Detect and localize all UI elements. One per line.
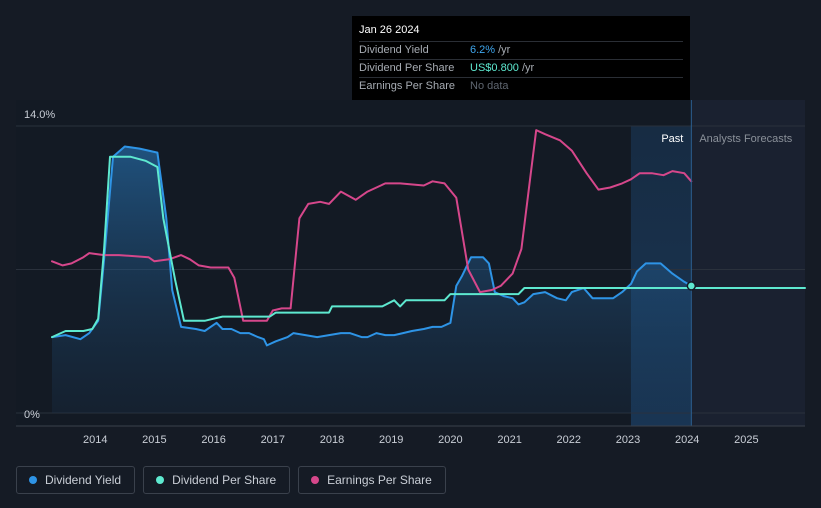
legend-item-dividend-per-share[interactable]: Dividend Per Share — [143, 466, 291, 494]
legend-label: Dividend Yield — [45, 473, 122, 487]
x-tick-label: 2016 — [201, 434, 225, 446]
x-tick-label: 2023 — [616, 434, 640, 446]
x-tick-label: 2019 — [379, 434, 403, 446]
tooltip-label: Dividend Yield — [359, 44, 429, 56]
tooltip-row-earnings-per-share: Earnings Per Share No data — [359, 78, 683, 95]
forecast-region — [691, 100, 805, 426]
forecast-label: Analysts Forecasts — [699, 133, 792, 145]
x-tick-label: 2017 — [261, 434, 285, 446]
current-value-marker — [686, 281, 697, 291]
legend-dot-icon — [29, 476, 37, 484]
hover-tooltip: Jan 26 2024 Dividend Yield 6.2% /yr Divi… — [352, 16, 690, 100]
tooltip-value: 6.2% — [470, 44, 496, 56]
legend-label: Dividend Per Share — [172, 473, 277, 487]
legend-dot-icon — [311, 476, 320, 484]
tooltip-date: Jan 26 2024 — [359, 22, 683, 42]
tooltip-label: Dividend Per Share — [359, 62, 455, 74]
series-line-earnings-per-share — [51, 129, 693, 322]
x-tick-label: 2021 — [497, 434, 521, 446]
x-tick-label: 2014 — [83, 434, 107, 446]
tooltip-unit: /yr — [498, 44, 511, 56]
series-area-dividend-yield — [52, 146, 692, 413]
tooltip-value: US$0.800 — [470, 62, 519, 74]
x-tick-label: 2024 — [675, 434, 699, 446]
tooltip-row-dividend-per-share: Dividend Per Share US$0.800 /yr — [359, 60, 683, 78]
tooltip-row-dividend-yield: Dividend Yield 6.2% /yr — [359, 42, 683, 60]
y-top-label: 14.0% — [24, 109, 55, 121]
series-line-dividend-per-share — [51, 155, 806, 339]
x-tick-label: 2020 — [438, 434, 462, 446]
tooltip-unit: /yr — [521, 62, 535, 74]
legend-item-earnings-per-share[interactable]: Earnings Per Share — [298, 466, 446, 494]
legend-item-dividend-yield[interactable]: Dividend Yield — [16, 466, 136, 494]
x-tick-label: 2018 — [320, 434, 344, 446]
legend-dot-icon — [156, 476, 165, 484]
y-bottom-label: 0% — [24, 409, 40, 421]
chart-legend: Dividend Yield Dividend Per Share Earnin… — [16, 466, 446, 494]
x-tick-label: 2025 — [734, 434, 758, 446]
x-tick-label: 2015 — [142, 434, 166, 446]
tooltip-label: Earnings Per Share — [359, 80, 455, 92]
x-tick-label: 2022 — [557, 434, 581, 446]
past-label: Past — [661, 133, 683, 145]
legend-label: Earnings Per Share — [327, 473, 432, 487]
tooltip-value: No data — [470, 80, 509, 92]
series-line-dividend-yield — [51, 145, 693, 347]
